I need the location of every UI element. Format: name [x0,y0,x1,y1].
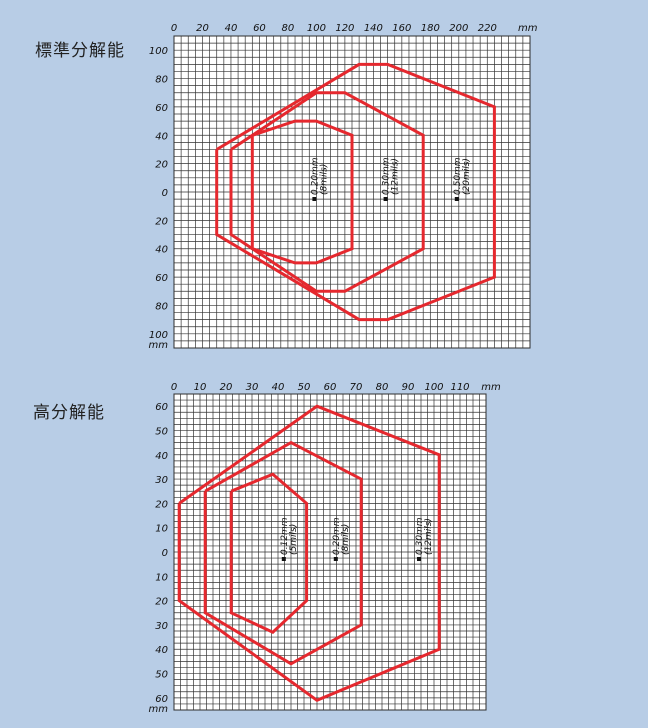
x-tick-label: 180 [421,23,440,34]
x-tick-label: 20 [196,23,209,34]
standard-resolution-chart: 0 20 40 60 80 100 120 140 160 180 200 220 mm10080604… [149,23,538,351]
series-outline-2 [215,62,496,322]
x-tick-label: 200 [449,23,468,34]
series-label-line: 0.30mm [415,517,425,555]
x-unit-label: mm [518,23,538,34]
y-tick-label: 10 [155,524,168,535]
bar-marker-icon [454,197,459,201]
y-tick-label: 20 [155,499,168,510]
y-unit-label: mm [149,340,169,351]
series-label-2: 0.50mm (20mils) [453,157,472,201]
y-tick-label: 20 [155,216,168,227]
series-outline-0 [229,472,309,634]
chart-title-high: 高分解能 [33,403,105,423]
x-tick-label: 40 [225,23,238,34]
x-tick-label: 10 [194,382,207,393]
x-tick-label: 0 [171,382,177,393]
y-tick-label: 40 [155,245,168,256]
x-tick-label: 100 [307,23,326,34]
series-label-line: (8mils) [319,164,329,195]
x-tick-label: 110 [450,382,469,393]
series-label-line: (12mils) [424,518,434,555]
y-tick-label: 60 [155,273,168,284]
series-label-line: 0.30mm [382,157,392,195]
series-label-line: 0.20mm [310,157,320,195]
x-tick-label: 60 [253,23,266,34]
x-tick-label: 50 [298,382,311,393]
bar-marker-icon [312,197,317,201]
y-tick-label: 100 [149,330,168,341]
series-outline-2 [177,404,441,703]
x-tick-label: 70 [350,382,363,393]
series-label-1: 0.20mm (8mils) [332,517,351,561]
x-tick-label: 80 [282,23,295,34]
series-outline-1 [203,440,363,666]
y-tick-label: 60 [155,694,168,705]
series-label-line: (20mils) [462,158,472,195]
y-tick-label: 20 [155,597,168,608]
x-tick-label: 90 [402,382,415,393]
series-label-1: 0.30mm (12mils) [382,157,401,201]
y-tick-label: 50 [155,670,168,681]
y-tick-label: 60 [155,103,168,114]
bar-marker-icon [281,557,286,561]
x-tick-label: 120 [335,23,354,34]
bar-marker-icon [417,557,421,561]
x-tick-label: 0 [171,23,177,34]
series-label-0: 0.20mm (8mils) [310,157,329,201]
x-tick-label: 60 [324,382,337,393]
series-label-line: (5mils) [289,524,299,555]
y-tick-label: 20 [155,160,168,171]
series-outline-1 [229,91,425,293]
y-tick-label: 80 [155,75,168,86]
series-outline-0 [250,119,354,265]
series-label-0: 0.12mm (5mils) [280,517,299,561]
y-tick-label: 30 [155,475,168,486]
y-tick-label: 60 [155,402,168,413]
x-tick-label: 100 [424,382,443,393]
y-tick-label: 40 [155,131,168,142]
x-tick-label: 80 [376,382,389,393]
y-unit-label: mm [149,704,169,715]
y-tick-label: 40 [155,451,168,462]
x-tick-label: 220 [478,23,497,34]
chart-title-standard: 標準分解能 [35,41,125,61]
x-unit-label: mm [481,382,501,393]
y-tick-label: 50 [155,426,168,437]
series-label-line: (8mils) [341,524,351,555]
series-label-line: 0.20mm [332,517,342,555]
bar-marker-icon [383,197,388,201]
y-tick-label: 0 [162,188,168,199]
series-label-line: 0.50mm [453,157,463,195]
series-label-line: (12mils) [391,158,401,195]
series-label-2: 0.30mm (12mils) [415,517,434,561]
x-tick-label: 160 [392,23,411,34]
y-tick-label: 30 [155,621,168,632]
x-tick-label: 30 [246,382,259,393]
y-tick-label: 40 [155,645,168,656]
y-tick-label: 100 [149,46,168,57]
x-tick-label: 20 [220,382,233,393]
y-tick-label: 0 [162,548,168,559]
y-tick-label: 80 [155,301,168,312]
bar-marker-icon [333,557,338,561]
x-tick-label: 40 [272,382,285,393]
series-label-line: 0.12mm [280,517,290,555]
x-tick-label: 140 [364,23,383,34]
y-tick-label: 10 [155,572,168,583]
